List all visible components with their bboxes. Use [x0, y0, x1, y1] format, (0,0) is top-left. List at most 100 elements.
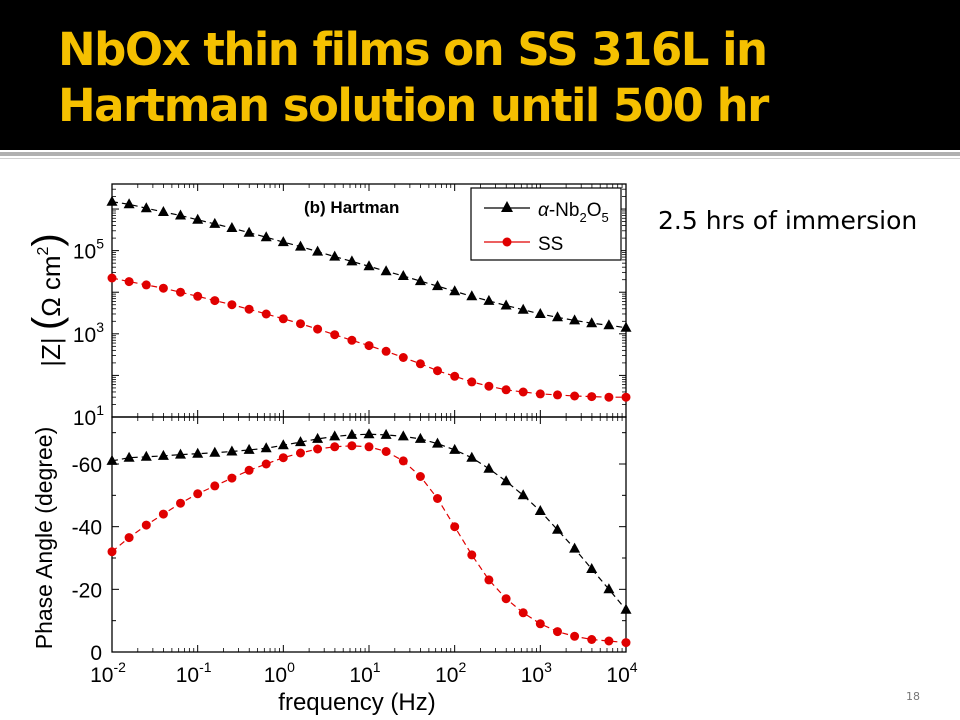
data-point	[432, 437, 443, 448]
data-point	[210, 296, 220, 306]
data-point	[467, 550, 477, 560]
data-point	[227, 300, 237, 310]
data-point	[587, 635, 597, 644]
slide-title-line-2: Hartman solution until 500 hr	[58, 79, 769, 132]
phase-line-nb2o5	[111, 433, 627, 611]
data-point	[278, 453, 288, 463]
data-point	[500, 299, 512, 310]
data-point	[553, 390, 562, 400]
data-point	[226, 222, 238, 232]
data-point	[484, 381, 494, 391]
phase-line-ss	[111, 445, 627, 644]
data-point	[157, 449, 169, 460]
data-point	[466, 451, 478, 462]
data-point	[620, 603, 632, 614]
data-point	[380, 428, 392, 439]
data-point	[347, 335, 357, 345]
data-point	[552, 523, 563, 534]
data-point	[260, 231, 272, 242]
data-point	[433, 366, 442, 376]
x-tick-label: 102	[435, 659, 466, 687]
data-point	[603, 319, 615, 330]
title-separator-thin	[0, 158, 960, 159]
data-point	[157, 206, 169, 216]
data-point	[295, 240, 306, 251]
data-point	[107, 547, 117, 557]
data-point	[381, 346, 391, 356]
data-point	[535, 389, 545, 399]
data-point	[397, 270, 409, 280]
data-point	[296, 319, 305, 329]
data-point	[243, 443, 255, 454]
data-point	[570, 631, 580, 641]
data-point	[534, 308, 546, 318]
y-tick-label-impedance: 105	[73, 236, 104, 264]
data-point	[398, 353, 408, 362]
data-point	[330, 330, 340, 340]
data-point	[414, 432, 426, 443]
data-point	[261, 459, 271, 469]
data-point	[123, 451, 135, 462]
data-point	[124, 277, 134, 287]
y-axis-label-phase: Phase Angle (degree)	[31, 427, 57, 650]
data-point	[158, 509, 168, 519]
data-point	[140, 202, 152, 213]
slide-title: NbOx thin films on SS 316L in Hartman so…	[58, 22, 938, 134]
data-point	[193, 291, 203, 301]
data-point	[364, 341, 374, 351]
data-point	[209, 446, 221, 457]
data-point	[449, 285, 461, 296]
data-point	[175, 448, 186, 459]
data-point	[501, 594, 511, 604]
data-point	[432, 280, 443, 291]
data-point	[415, 472, 425, 481]
data-point	[483, 294, 495, 305]
data-point	[518, 387, 528, 397]
data-point	[313, 444, 323, 454]
phase-series-ss	[107, 441, 631, 648]
data-point	[158, 283, 168, 293]
data-point	[433, 494, 442, 503]
impedance-line-ss	[111, 277, 626, 398]
x-tick-label: 104	[606, 659, 637, 687]
legend-marker-nb2o5	[501, 201, 513, 212]
data-point	[141, 520, 151, 530]
y-axis-label-phase-text: Phase Angle (degree)	[31, 427, 57, 650]
data-point	[467, 377, 477, 387]
data-point	[209, 217, 221, 228]
data-point	[329, 430, 341, 441]
legend-label-nb2o5: α-Nb2O5	[538, 200, 609, 225]
data-point	[518, 608, 528, 618]
panel-title: (b) Hartman	[304, 198, 399, 217]
data-point	[107, 273, 117, 283]
impedance-series-nb2o5	[106, 195, 632, 332]
y-tick-label-phase: -60	[72, 454, 102, 477]
data-point	[517, 489, 529, 500]
phase-series-nb2o5	[106, 428, 632, 614]
data-point	[587, 392, 597, 402]
data-point	[604, 392, 614, 402]
data-point	[517, 303, 529, 314]
data-point	[124, 533, 134, 543]
data-point	[621, 392, 631, 402]
data-point	[535, 619, 545, 629]
y-tick-label-phase: 0	[90, 642, 102, 665]
data-point	[449, 443, 461, 454]
slide-number: 18	[906, 690, 920, 703]
data-point	[123, 198, 135, 209]
data-point	[397, 430, 409, 441]
data-point	[330, 442, 340, 452]
data-point	[260, 442, 272, 453]
x-tick-label: 10-2	[90, 659, 126, 687]
x-tick-label: 103	[521, 659, 552, 687]
x-tick-label: 100	[264, 659, 295, 687]
data-point	[381, 447, 391, 456]
data-point	[380, 265, 392, 276]
data-point	[534, 505, 546, 515]
data-point	[226, 445, 238, 456]
data-point	[176, 287, 185, 297]
data-point	[278, 314, 288, 324]
data-point	[312, 245, 324, 256]
data-point	[192, 447, 204, 458]
